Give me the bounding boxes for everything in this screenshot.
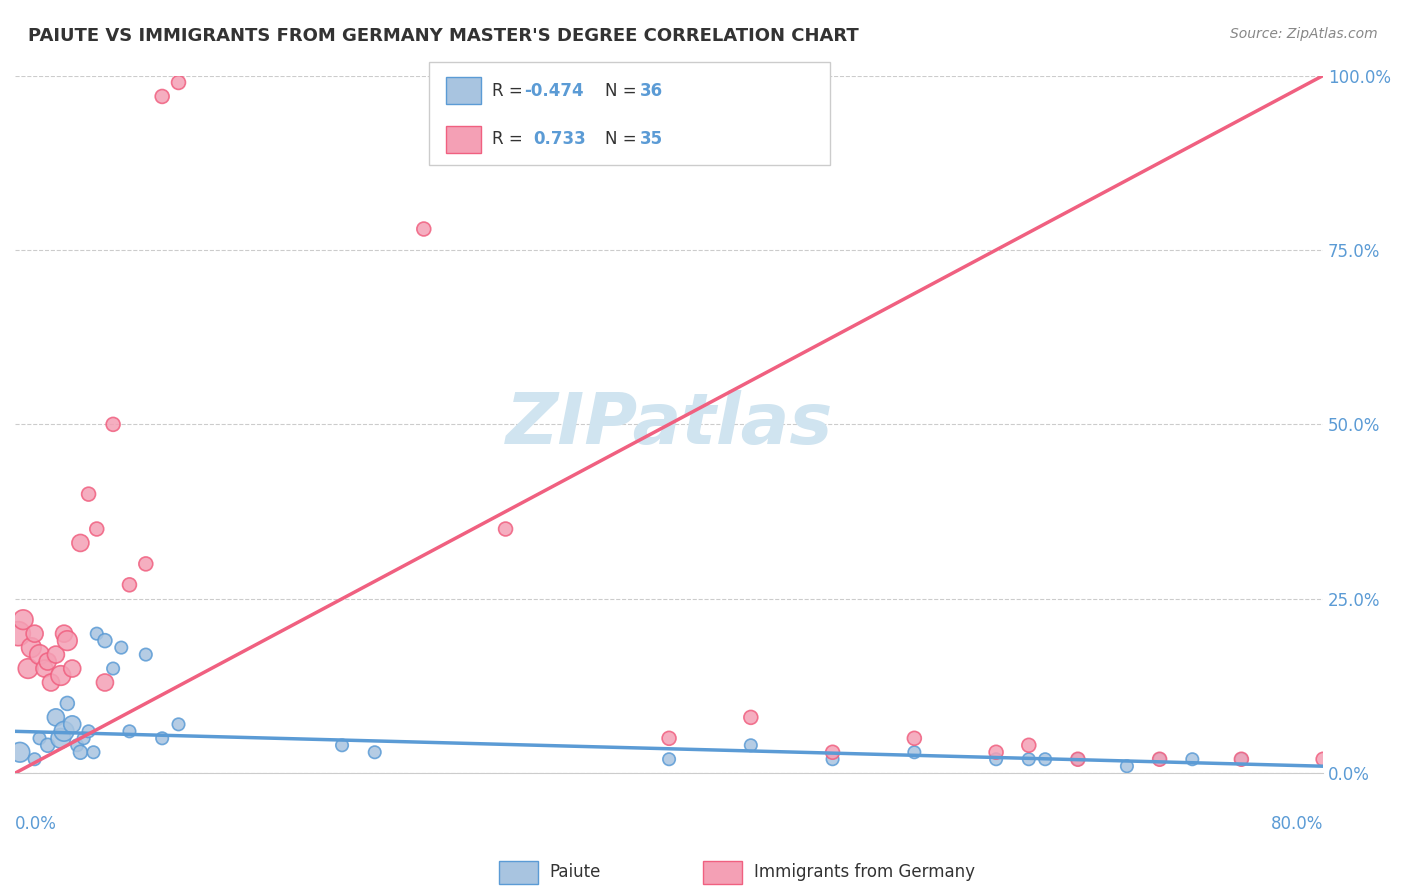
- Point: [49, 668, 72, 682]
- Point: [658, 731, 681, 746]
- Point: [1033, 752, 1056, 766]
- Text: 0.0%: 0.0%: [15, 815, 56, 833]
- Text: Paiute: Paiute: [550, 863, 602, 881]
- Text: R =: R =: [492, 130, 529, 148]
- Point: [1149, 752, 1171, 766]
- Point: [94, 675, 117, 690]
- Text: 35: 35: [640, 130, 662, 148]
- Point: [11, 613, 34, 627]
- Text: ZIPatlas: ZIPatlas: [505, 390, 832, 458]
- Point: [101, 661, 124, 675]
- Point: [24, 752, 46, 766]
- Point: [903, 731, 925, 746]
- Point: [60, 661, 83, 675]
- Point: [412, 222, 434, 236]
- Point: [1181, 752, 1204, 766]
- Point: [86, 626, 108, 640]
- Point: [73, 731, 96, 746]
- Point: [56, 697, 79, 711]
- Point: [60, 717, 83, 731]
- Point: [150, 731, 173, 746]
- Point: [24, 626, 46, 640]
- Point: [658, 752, 681, 766]
- Text: N =: N =: [605, 82, 641, 100]
- Point: [330, 739, 353, 753]
- Point: [167, 717, 190, 731]
- Point: [821, 752, 844, 766]
- Point: [94, 633, 117, 648]
- Text: N =: N =: [605, 130, 641, 148]
- Point: [7, 626, 30, 640]
- Point: [86, 522, 108, 536]
- Point: [1230, 752, 1253, 766]
- Text: 0.733: 0.733: [533, 130, 586, 148]
- Point: [8, 745, 31, 759]
- Point: [118, 724, 141, 739]
- Point: [740, 710, 762, 724]
- Text: Immigrants from Germany: Immigrants from Germany: [754, 863, 974, 881]
- Point: [56, 633, 79, 648]
- Point: [1312, 752, 1334, 766]
- Point: [66, 739, 89, 753]
- Point: [77, 487, 100, 501]
- Point: [110, 640, 132, 655]
- Point: [34, 661, 56, 675]
- Point: [740, 739, 762, 753]
- Point: [1067, 752, 1090, 766]
- Point: [1149, 752, 1171, 766]
- Point: [77, 724, 100, 739]
- Point: [984, 745, 1007, 759]
- Point: [69, 745, 91, 759]
- Point: [69, 536, 91, 550]
- Point: [135, 557, 157, 571]
- Point: [82, 745, 104, 759]
- Text: 36: 36: [640, 82, 662, 100]
- Point: [1018, 739, 1040, 753]
- Point: [135, 648, 157, 662]
- Point: [37, 655, 59, 669]
- Point: [821, 745, 844, 759]
- Point: [49, 731, 72, 746]
- Point: [1067, 752, 1090, 766]
- Text: R =: R =: [492, 82, 529, 100]
- Point: [495, 522, 517, 536]
- Point: [28, 731, 51, 746]
- Text: -0.474: -0.474: [524, 82, 583, 100]
- Point: [903, 745, 925, 759]
- Point: [37, 739, 59, 753]
- Point: [45, 710, 67, 724]
- Text: 80.0%: 80.0%: [1271, 815, 1323, 833]
- Point: [101, 417, 124, 432]
- Point: [150, 89, 173, 103]
- Point: [118, 578, 141, 592]
- Text: Source: ZipAtlas.com: Source: ZipAtlas.com: [1230, 27, 1378, 41]
- Point: [364, 745, 387, 759]
- Point: [167, 75, 190, 89]
- Point: [45, 648, 67, 662]
- Point: [1230, 752, 1253, 766]
- Text: PAIUTE VS IMMIGRANTS FROM GERMANY MASTER'S DEGREE CORRELATION CHART: PAIUTE VS IMMIGRANTS FROM GERMANY MASTER…: [28, 27, 859, 45]
- Point: [53, 724, 76, 739]
- Point: [17, 661, 39, 675]
- Point: [20, 640, 42, 655]
- Point: [1116, 759, 1139, 773]
- Point: [28, 648, 51, 662]
- Point: [39, 675, 62, 690]
- Point: [1018, 752, 1040, 766]
- Point: [984, 752, 1007, 766]
- Point: [53, 626, 76, 640]
